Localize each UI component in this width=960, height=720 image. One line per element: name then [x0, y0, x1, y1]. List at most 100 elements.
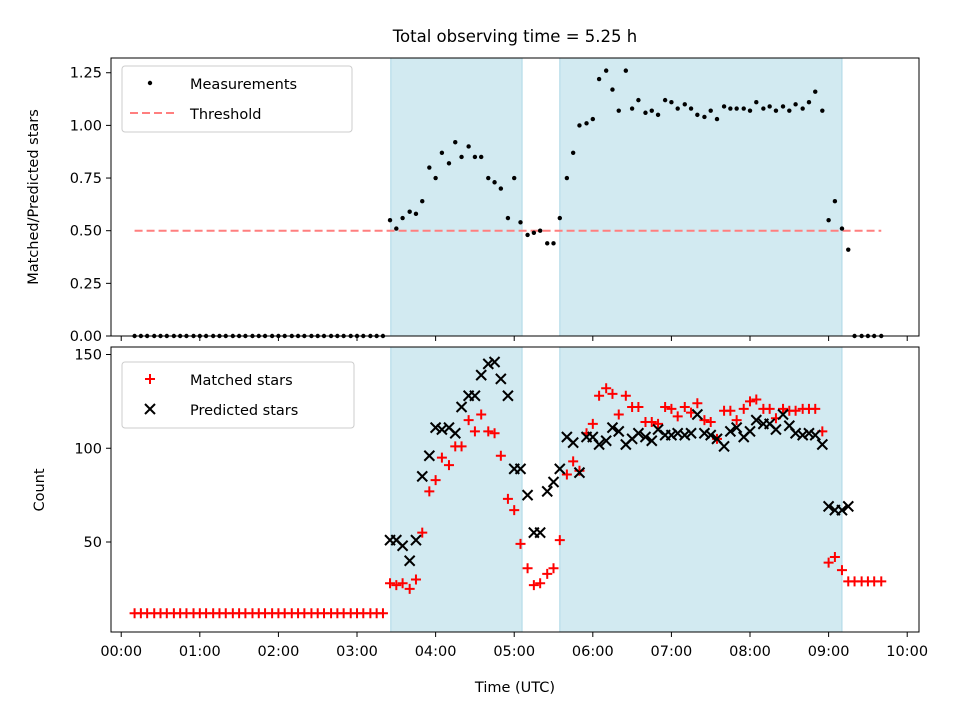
- top-axes-frame: [110, 57, 920, 337]
- matched-star-point: [574, 465, 585, 476]
- legend-marker-predicted: [144, 403, 156, 415]
- measurement-point: [486, 175, 491, 181]
- bottom-legend-box: [121, 361, 355, 429]
- top-ytick-label: 1.00: [70, 118, 102, 134]
- xtick-label: 00:00: [100, 644, 142, 660]
- predicted-star-point: [836, 504, 848, 516]
- matched-star-point: [456, 441, 467, 452]
- predicted-star-point: [482, 358, 494, 370]
- matched-star-point: [404, 583, 415, 594]
- figure-title: Total observing time = 5.25 h: [392, 27, 637, 46]
- measurement-point: [479, 154, 484, 160]
- predicted-star-point: [809, 429, 821, 441]
- matched-star-point: [764, 403, 775, 414]
- measurement-point: [505, 215, 511, 221]
- measurement-point: [695, 112, 700, 118]
- predicted-star-point: [495, 373, 507, 385]
- measurement-point: [603, 68, 609, 73]
- measurement-point: [498, 186, 504, 191]
- measurement-point: [721, 104, 727, 109]
- measurement-point: [400, 215, 405, 221]
- bottom-series-layer: [129, 356, 887, 619]
- top-ytick-label: 0.00: [70, 329, 102, 345]
- measurement-point: [820, 108, 825, 113]
- predicted-star-point: [554, 463, 566, 475]
- predicted-star-point: [679, 429, 691, 441]
- matched-star-point: [542, 568, 553, 579]
- predicted-star-point: [600, 435, 612, 447]
- matched-star-point: [601, 383, 612, 394]
- measurement-point: [629, 106, 635, 111]
- predicted-star-point: [705, 429, 717, 441]
- matched-star-point: [548, 563, 559, 574]
- predicted-star-point: [671, 427, 684, 439]
- measurement-point: [453, 140, 458, 145]
- predicted-star-point: [423, 450, 436, 462]
- predicted-star-point: [744, 425, 756, 438]
- predicted-star-point: [822, 500, 835, 513]
- measurement-point: [466, 144, 471, 149]
- measurement-point: [800, 106, 805, 111]
- predicted-star-point: [652, 423, 664, 436]
- predicted-star-point: [789, 427, 802, 439]
- predicted-star-point: [606, 421, 619, 434]
- measurement-point: [564, 175, 570, 181]
- matched-star-point: [620, 390, 631, 401]
- matched-star-point: [666, 403, 677, 414]
- matched-star-point: [745, 396, 756, 407]
- predicted-star-point: [488, 356, 501, 368]
- matched-star-point: [699, 415, 710, 426]
- matched-star-point: [607, 388, 618, 399]
- matched-star-point: [646, 417, 657, 427]
- predicted-star-point: [796, 429, 809, 441]
- matched-star-point: [810, 403, 821, 414]
- measurement-point: [387, 217, 393, 223]
- measurement-point: [420, 199, 425, 204]
- top-legend-box: [121, 65, 353, 133]
- matched-star-point: [823, 557, 834, 568]
- predicted-star-point: [449, 427, 461, 439]
- matched-star-point: [836, 565, 847, 576]
- predicted-star-point: [730, 421, 743, 434]
- measurement-point: [747, 108, 753, 113]
- predicted-star-point: [632, 427, 645, 439]
- legend-label-measurements: Measurements: [190, 77, 297, 93]
- top-panel: 0.00 0.25 0.50 0.75 1.00 1.25 Matched/Predict…: [26, 57, 920, 345]
- matched-star-point: [509, 505, 520, 516]
- matched-star-point: [436, 452, 447, 463]
- matched-star-point: [476, 409, 487, 420]
- measurement-point: [492, 180, 497, 185]
- measurement-point: [570, 150, 576, 155]
- bot-ytick-label: 50: [84, 535, 102, 551]
- measurement-point: [702, 114, 707, 120]
- measurement-point: [518, 220, 523, 225]
- matched-star-point: [692, 398, 703, 409]
- predicted-star-point: [646, 435, 658, 447]
- measurement-point: [557, 215, 563, 221]
- measurement-point: [839, 226, 845, 231]
- bot-ytick-label: 150: [74, 348, 102, 364]
- measurement-point: [649, 108, 654, 113]
- measurement-point: [590, 116, 596, 122]
- measurement-point: [610, 87, 615, 92]
- predicted-star-point: [547, 476, 560, 488]
- predicted-star-point: [593, 438, 605, 451]
- matched-star-point: [535, 578, 546, 589]
- measurement-point: [439, 150, 445, 155]
- predicted-star-point: [698, 427, 711, 439]
- bottom-y-axis-label: Count: [32, 468, 48, 511]
- matched-star-point: [483, 426, 494, 437]
- matched-star-point: [679, 402, 690, 412]
- predicted-star-point: [639, 431, 652, 443]
- xtick-label: 09:00: [808, 644, 850, 660]
- predicted-star-point: [770, 423, 782, 436]
- top-ytick-label: 1.25: [70, 66, 102, 82]
- bot-ytick-label: 100: [74, 441, 102, 457]
- measurement-point: [728, 106, 733, 111]
- predicted-star-point: [724, 425, 737, 438]
- measurement-point: [675, 106, 680, 111]
- measurement-point: [682, 102, 687, 107]
- predicted-star-point: [567, 436, 579, 449]
- measurement-point: [512, 175, 517, 181]
- measurement-point: [433, 175, 438, 181]
